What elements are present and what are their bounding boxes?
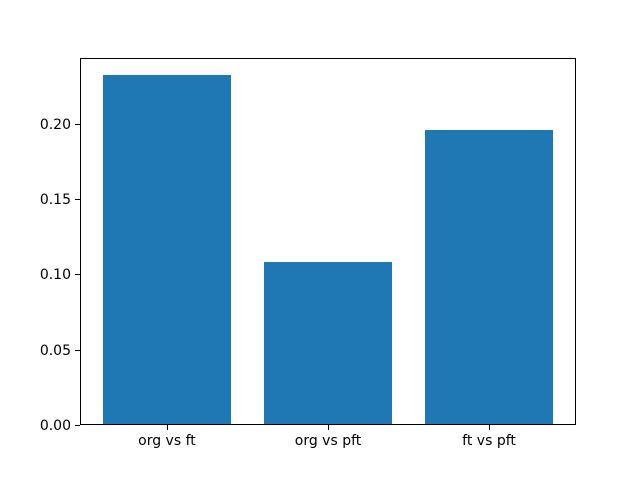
- y-tick-mark: [75, 274, 80, 276]
- y-tick-mark: [75, 425, 80, 426]
- y-tick-mark: [75, 349, 80, 351]
- y-tick-mark: [75, 123, 80, 125]
- x-tick-mark: [328, 425, 329, 430]
- x-tick-mark: [489, 425, 491, 430]
- y-tick-label: 0.10: [39, 267, 71, 284]
- x-tick-label: org vs pft: [294, 433, 362, 449]
- axes-plot-area: [80, 58, 576, 425]
- x-tick-label: ft vs pft: [462, 433, 516, 449]
- bar-org-vs-ft: [102, 75, 232, 424]
- y-tick-mark: [75, 199, 80, 200]
- y-tick-label: 0.00: [39, 418, 71, 434]
- bar-org-vs-pft: [263, 262, 393, 424]
- y-tick-label: 0.05: [39, 342, 71, 359]
- x-tick-mark: [166, 425, 168, 430]
- bar-ft-vs-pft: [424, 129, 554, 424]
- y-tick-label: 0.20: [39, 116, 71, 133]
- y-tick-label: 0.15: [39, 192, 71, 208]
- x-tick-label: org vs ft: [138, 433, 196, 449]
